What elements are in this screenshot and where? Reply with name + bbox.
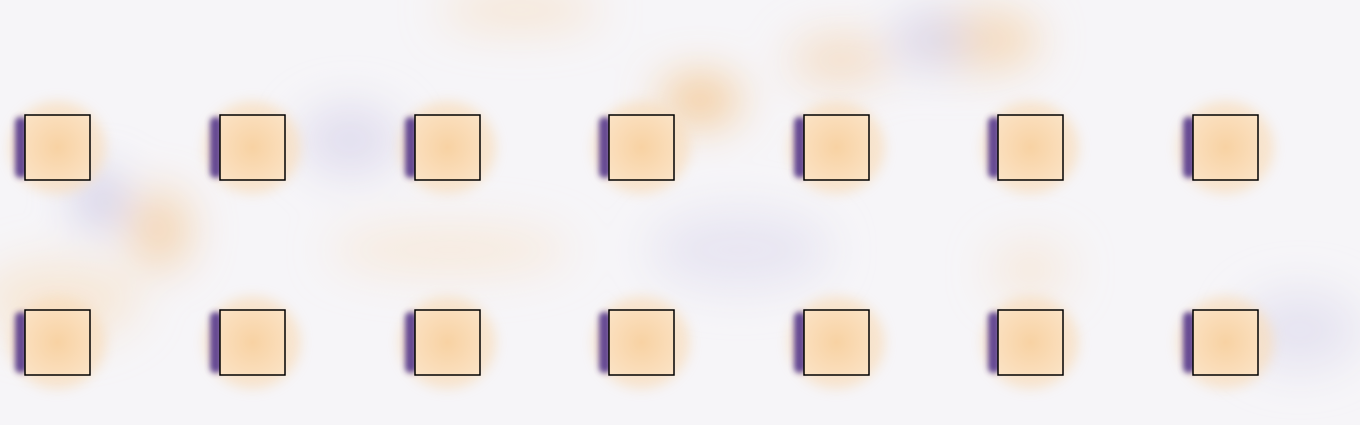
stagnation-edge xyxy=(210,117,222,178)
stagnation-edge xyxy=(405,117,417,178)
obstacle xyxy=(1192,309,1259,376)
stagnation-edge xyxy=(405,312,417,373)
stagnation-edge xyxy=(210,312,222,373)
obstacle xyxy=(24,309,91,376)
obstacle xyxy=(1192,114,1259,181)
obstacles xyxy=(9,101,1274,389)
stagnation-edge xyxy=(794,117,806,178)
stagnation-edge xyxy=(599,312,611,373)
stagnation-edge xyxy=(599,117,611,178)
obstacle xyxy=(414,114,481,181)
stagnation-edge xyxy=(15,312,27,373)
stagnation-edge xyxy=(15,117,27,178)
stagnation-edge xyxy=(1183,117,1195,178)
obstacle xyxy=(608,309,675,376)
obstacle xyxy=(997,309,1064,376)
obstacle xyxy=(219,309,286,376)
stagnation-edge xyxy=(988,312,1000,373)
stagnation-edge xyxy=(988,117,1000,178)
field-blobs xyxy=(0,0,1360,370)
obstacle xyxy=(997,114,1064,181)
obstacle xyxy=(608,114,675,181)
obstacle xyxy=(219,114,286,181)
obstacle xyxy=(803,114,870,181)
obstacle xyxy=(414,309,481,376)
obstacle xyxy=(24,114,91,181)
stagnation-edge xyxy=(1183,312,1195,373)
obstacle xyxy=(803,309,870,376)
stagnation-edge xyxy=(794,312,806,373)
